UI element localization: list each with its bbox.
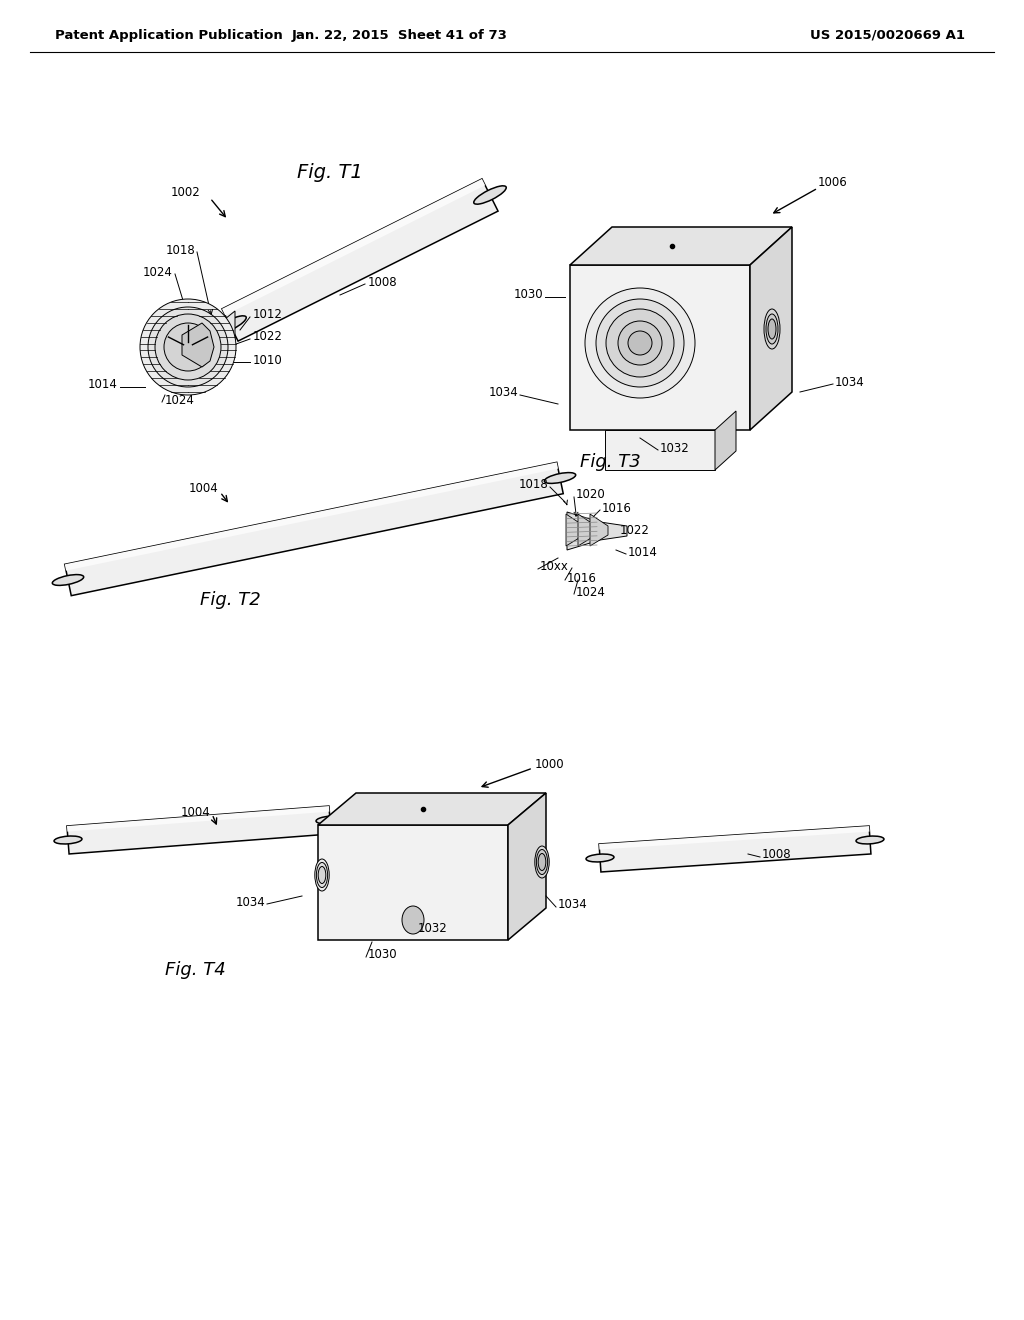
Polygon shape [508, 793, 546, 940]
Text: Patent Application Publication: Patent Application Publication [55, 29, 283, 41]
Ellipse shape [314, 859, 329, 891]
Circle shape [606, 309, 674, 378]
Polygon shape [715, 411, 736, 470]
Polygon shape [566, 513, 584, 546]
Text: 1016: 1016 [602, 502, 632, 515]
Text: 1034: 1034 [488, 387, 518, 400]
Text: 1034: 1034 [236, 895, 265, 908]
Circle shape [628, 331, 652, 355]
Text: 10xx: 10xx [540, 561, 569, 573]
Polygon shape [590, 513, 608, 546]
Circle shape [618, 321, 662, 366]
Text: 1000: 1000 [535, 759, 564, 771]
Polygon shape [210, 312, 234, 360]
Ellipse shape [768, 319, 776, 339]
Text: Fig. T2: Fig. T2 [200, 591, 260, 609]
Text: 1034: 1034 [558, 899, 588, 912]
Ellipse shape [402, 906, 424, 935]
Text: Fig. T4: Fig. T4 [165, 961, 225, 979]
Polygon shape [570, 227, 792, 265]
Circle shape [585, 288, 695, 399]
Ellipse shape [606, 337, 674, 359]
Text: 1022: 1022 [620, 524, 650, 536]
Ellipse shape [766, 314, 778, 345]
Ellipse shape [764, 309, 780, 348]
Circle shape [596, 300, 684, 387]
Polygon shape [567, 512, 627, 550]
Text: 1024: 1024 [143, 265, 173, 279]
Polygon shape [182, 323, 214, 367]
Polygon shape [605, 430, 715, 470]
Polygon shape [222, 180, 485, 315]
Polygon shape [750, 227, 792, 430]
Text: Fig. T3: Fig. T3 [580, 453, 640, 471]
Polygon shape [65, 462, 558, 570]
Polygon shape [222, 180, 498, 341]
Circle shape [155, 314, 221, 380]
Polygon shape [67, 807, 330, 832]
Text: 1030: 1030 [368, 949, 397, 961]
Text: 1010: 1010 [253, 354, 283, 367]
Polygon shape [65, 462, 563, 595]
Ellipse shape [545, 473, 575, 483]
Text: 1004: 1004 [180, 805, 210, 818]
Text: 1024: 1024 [575, 586, 606, 598]
Circle shape [140, 300, 236, 395]
Polygon shape [599, 826, 869, 850]
Text: 1014: 1014 [628, 545, 657, 558]
Ellipse shape [586, 854, 614, 862]
Text: Fig. T1: Fig. T1 [297, 162, 362, 181]
Ellipse shape [214, 315, 246, 334]
Text: Jan. 22, 2015  Sheet 41 of 73: Jan. 22, 2015 Sheet 41 of 73 [292, 29, 508, 41]
Text: 1004: 1004 [188, 482, 218, 495]
Text: 1022: 1022 [253, 330, 283, 343]
Text: 1018: 1018 [518, 479, 548, 491]
Ellipse shape [539, 854, 546, 870]
Text: 1034: 1034 [835, 375, 864, 388]
Ellipse shape [52, 574, 84, 585]
Circle shape [164, 323, 212, 371]
Ellipse shape [535, 846, 549, 878]
Text: 1032: 1032 [660, 441, 690, 454]
Bar [570, 265, 750, 430]
Text: 1006: 1006 [818, 176, 848, 189]
Text: 1016: 1016 [567, 572, 597, 585]
Text: 1008: 1008 [762, 849, 792, 862]
Polygon shape [599, 826, 871, 873]
Ellipse shape [474, 186, 506, 205]
Ellipse shape [537, 850, 548, 874]
Ellipse shape [856, 836, 884, 843]
Text: 1008: 1008 [368, 276, 397, 289]
Text: 1024: 1024 [165, 393, 195, 407]
Text: 1012: 1012 [253, 309, 283, 322]
Text: 1014: 1014 [88, 379, 118, 392]
Ellipse shape [608, 338, 672, 358]
Text: 1032: 1032 [418, 921, 447, 935]
Polygon shape [578, 513, 596, 546]
Polygon shape [67, 807, 331, 854]
Text: 1030: 1030 [513, 289, 543, 301]
Text: 1002: 1002 [170, 186, 200, 198]
Ellipse shape [318, 866, 326, 883]
Polygon shape [318, 793, 546, 825]
Text: US 2015/0020669 A1: US 2015/0020669 A1 [810, 29, 965, 41]
Ellipse shape [54, 836, 82, 843]
Text: 1018: 1018 [165, 243, 195, 256]
Circle shape [148, 308, 228, 387]
Ellipse shape [316, 862, 328, 887]
Ellipse shape [316, 816, 344, 824]
Text: 1020: 1020 [575, 488, 606, 502]
Bar [318, 825, 508, 940]
